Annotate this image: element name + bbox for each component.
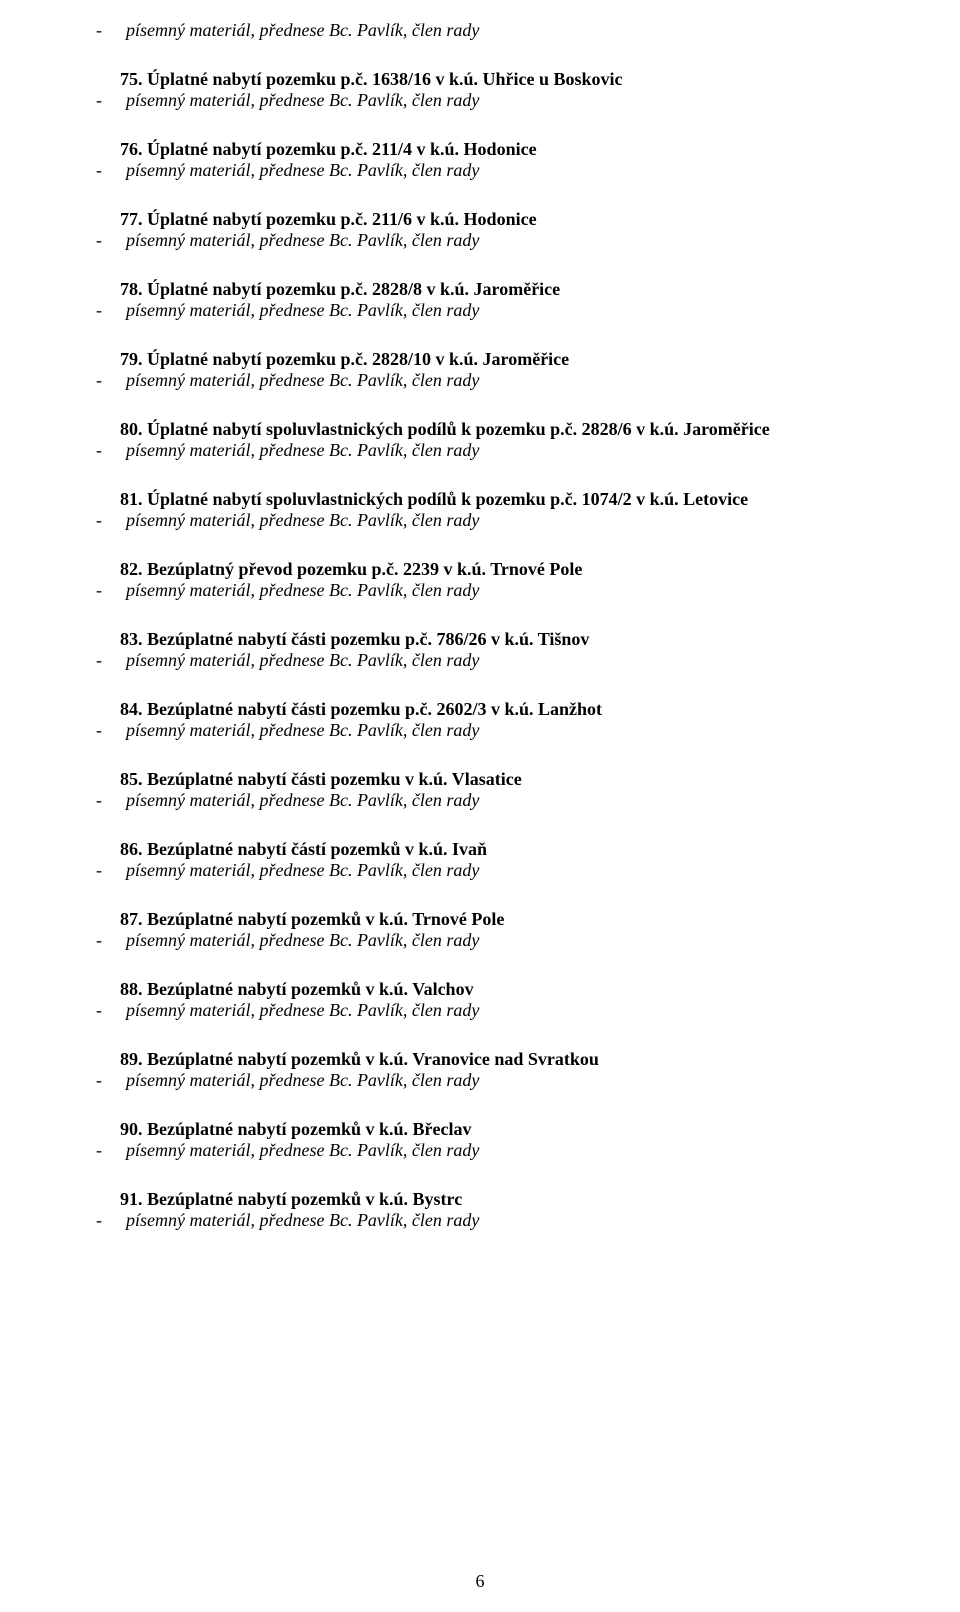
bullet-dash: - (90, 790, 126, 811)
agenda-subline: -písemný materiál, přednese Bc. Pavlík, … (90, 650, 840, 671)
agenda-heading: 83. Bezúplatné nabytí části pozemku p.č.… (120, 629, 840, 650)
agenda-subline: -písemný materiál, přednese Bc. Pavlík, … (90, 1140, 840, 1161)
subline-text: písemný materiál, přednese Bc. Pavlík, č… (126, 230, 479, 251)
agenda-heading: 88. Bezúplatné nabytí pozemků v k.ú. Val… (120, 979, 840, 1000)
subline-text: písemný materiál, přednese Bc. Pavlík, č… (126, 300, 479, 321)
agenda-subline: -písemný materiál, přednese Bc. Pavlík, … (90, 440, 840, 461)
subline-text: písemný materiál, přednese Bc. Pavlík, č… (126, 20, 479, 41)
document-page: - písemný materiál, přednese Bc. Pavlík,… (0, 0, 960, 1612)
bullet-dash: - (90, 860, 126, 881)
agenda-subline: -písemný materiál, přednese Bc. Pavlík, … (90, 930, 840, 951)
agenda-heading: 86. Bezúplatné nabytí částí pozemků v k.… (120, 839, 840, 860)
agenda-subline: -písemný materiál, přednese Bc. Pavlík, … (90, 230, 840, 251)
agenda-heading: 85. Bezúplatné nabytí části pozemku v k.… (120, 769, 840, 790)
bullet-dash: - (90, 1070, 126, 1091)
agenda-heading: 89. Bezúplatné nabytí pozemků v k.ú. Vra… (120, 1049, 840, 1070)
bullet-dash: - (90, 930, 126, 951)
agenda-item: 85. Bezúplatné nabytí části pozemku v k.… (120, 769, 840, 811)
agenda-item: 80. Úplatné nabytí spoluvlastnických pod… (120, 419, 840, 461)
agenda-item: 84. Bezúplatné nabytí části pozemku p.č.… (120, 699, 840, 741)
agenda-subline: -písemný materiál, přednese Bc. Pavlík, … (90, 1070, 840, 1091)
agenda-item: 87. Bezúplatné nabytí pozemků v k.ú. Trn… (120, 909, 840, 951)
agenda-item: 79. Úplatné nabytí pozemku p.č. 2828/10 … (120, 349, 840, 391)
agenda-subline: -písemný materiál, přednese Bc. Pavlík, … (90, 510, 840, 531)
agenda-subline: - písemný materiál, přednese Bc. Pavlík,… (90, 20, 840, 41)
agenda-subline: -písemný materiál, přednese Bc. Pavlík, … (90, 580, 840, 601)
agenda-item: 81. Úplatné nabytí spoluvlastnických pod… (120, 489, 840, 531)
subline-text: písemný materiál, přednese Bc. Pavlík, č… (126, 160, 479, 181)
agenda-heading: 87. Bezúplatné nabytí pozemků v k.ú. Trn… (120, 909, 840, 930)
agenda-subline: -písemný materiál, přednese Bc. Pavlík, … (90, 790, 840, 811)
subline-text: písemný materiál, přednese Bc. Pavlík, č… (126, 1210, 479, 1231)
subline-text: písemný materiál, přednese Bc. Pavlík, č… (126, 90, 479, 111)
subline-text: písemný materiál, přednese Bc. Pavlík, č… (126, 370, 479, 391)
bullet-dash: - (90, 300, 126, 321)
bullet-dash: - (90, 20, 126, 41)
bullet-dash: - (90, 1140, 126, 1161)
agenda-item: 76. Úplatné nabytí pozemku p.č. 211/4 v … (120, 139, 840, 181)
subline-text: písemný materiál, přednese Bc. Pavlík, č… (126, 1000, 479, 1021)
agenda-subline: -písemný materiál, přednese Bc. Pavlík, … (90, 720, 840, 741)
agenda-heading: 76. Úplatné nabytí pozemku p.č. 211/4 v … (120, 139, 840, 160)
agenda-item: 86. Bezúplatné nabytí částí pozemků v k.… (120, 839, 840, 881)
agenda-heading: 91. Bezúplatné nabytí pozemků v k.ú. Bys… (120, 1189, 840, 1210)
subline-text: písemný materiál, přednese Bc. Pavlík, č… (126, 580, 479, 601)
bullet-dash: - (90, 160, 126, 181)
agenda-subline: -písemný materiál, přednese Bc. Pavlík, … (90, 90, 840, 111)
bullet-dash: - (90, 650, 126, 671)
agenda-heading: 90. Bezúplatné nabytí pozemků v k.ú. Bře… (120, 1119, 840, 1140)
bullet-dash: - (90, 1210, 126, 1231)
agenda-item: 89. Bezúplatné nabytí pozemků v k.ú. Vra… (120, 1049, 840, 1091)
subline-text: písemný materiál, přednese Bc. Pavlík, č… (126, 930, 479, 951)
agenda-subline: -písemný materiál, přednese Bc. Pavlík, … (90, 1000, 840, 1021)
agenda-item-first: - písemný materiál, přednese Bc. Pavlík,… (120, 20, 840, 41)
agenda-heading: 79. Úplatné nabytí pozemku p.č. 2828/10 … (120, 349, 840, 370)
subline-text: písemný materiál, přednese Bc. Pavlík, č… (126, 650, 479, 671)
agenda-subline: -písemný materiál, přednese Bc. Pavlík, … (90, 300, 840, 321)
agenda-heading: 77. Úplatné nabytí pozemku p.č. 211/6 v … (120, 209, 840, 230)
bullet-dash: - (90, 720, 126, 741)
agenda-heading: 82. Bezúplatný převod pozemku p.č. 2239 … (120, 559, 840, 580)
agenda-heading: 80. Úplatné nabytí spoluvlastnických pod… (120, 419, 840, 440)
agenda-item: 90. Bezúplatné nabytí pozemků v k.ú. Bře… (120, 1119, 840, 1161)
agenda-item: 83. Bezúplatné nabytí části pozemku p.č.… (120, 629, 840, 671)
bullet-dash: - (90, 90, 126, 111)
bullet-dash: - (90, 1000, 126, 1021)
agenda-heading: 78. Úplatné nabytí pozemku p.č. 2828/8 v… (120, 279, 840, 300)
agenda-item: 78. Úplatné nabytí pozemku p.č. 2828/8 v… (120, 279, 840, 321)
subline-text: písemný materiál, přednese Bc. Pavlík, č… (126, 860, 479, 881)
agenda-subline: -písemný materiál, přednese Bc. Pavlík, … (90, 860, 840, 881)
agenda-item: 88. Bezúplatné nabytí pozemků v k.ú. Val… (120, 979, 840, 1021)
agenda-heading: 81. Úplatné nabytí spoluvlastnických pod… (120, 489, 840, 510)
agenda-item: 75. Úplatné nabytí pozemku p.č. 1638/16 … (120, 69, 840, 111)
subline-text: písemný materiál, přednese Bc. Pavlík, č… (126, 510, 479, 531)
subline-text: písemný materiál, přednese Bc. Pavlík, č… (126, 790, 479, 811)
agenda-item: 91. Bezúplatné nabytí pozemků v k.ú. Bys… (120, 1189, 840, 1231)
agenda-subline: -písemný materiál, přednese Bc. Pavlík, … (90, 160, 840, 181)
agenda-subline: -písemný materiál, přednese Bc. Pavlík, … (90, 370, 840, 391)
agenda-item: 82. Bezúplatný převod pozemku p.č. 2239 … (120, 559, 840, 601)
subline-text: písemný materiál, přednese Bc. Pavlík, č… (126, 1140, 479, 1161)
agenda-list: 75. Úplatné nabytí pozemku p.č. 1638/16 … (120, 69, 840, 1231)
page-number: 6 (0, 1571, 960, 1592)
subline-text: písemný materiál, přednese Bc. Pavlík, č… (126, 440, 479, 461)
agenda-item: 77. Úplatné nabytí pozemku p.č. 211/6 v … (120, 209, 840, 251)
bullet-dash: - (90, 510, 126, 531)
bullet-dash: - (90, 580, 126, 601)
bullet-dash: - (90, 440, 126, 461)
subline-text: písemný materiál, přednese Bc. Pavlík, č… (126, 1070, 479, 1091)
bullet-dash: - (90, 230, 126, 251)
bullet-dash: - (90, 370, 126, 391)
subline-text: písemný materiál, přednese Bc. Pavlík, č… (126, 720, 479, 741)
agenda-subline: -písemný materiál, přednese Bc. Pavlík, … (90, 1210, 840, 1231)
agenda-heading: 75. Úplatné nabytí pozemku p.č. 1638/16 … (120, 69, 840, 90)
agenda-heading: 84. Bezúplatné nabytí části pozemku p.č.… (120, 699, 840, 720)
